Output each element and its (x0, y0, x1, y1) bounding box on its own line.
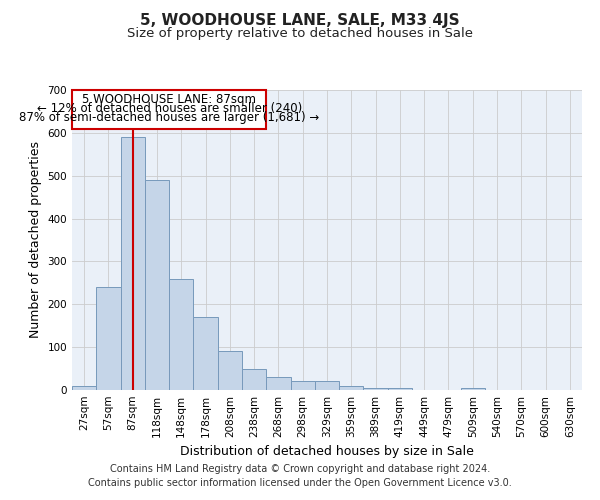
Bar (121, 137, 145, 390)
X-axis label: Distribution of detached houses by size in Sale: Distribution of detached houses by size … (180, 446, 474, 458)
Bar (242, 368, 266, 390)
Bar (145, 180, 169, 390)
Text: ← 12% of detached houses are smaller (240): ← 12% of detached houses are smaller (24… (37, 102, 302, 115)
Text: 87% of semi-detached houses are larger (1,681) →: 87% of semi-detached houses are larger (… (19, 110, 319, 124)
Bar (72, 386, 96, 390)
Bar (266, 377, 290, 390)
Text: 5, WOODHOUSE LANE, SALE, M33 4JS: 5, WOODHOUSE LANE, SALE, M33 4JS (140, 12, 460, 28)
Bar (96, 287, 121, 390)
Bar (461, 388, 485, 390)
Bar (218, 352, 242, 390)
Bar (290, 382, 315, 390)
Bar (72, 90, 266, 128)
Text: Contains HM Land Registry data © Crown copyright and database right 2024.
Contai: Contains HM Land Registry data © Crown c… (88, 464, 512, 487)
Bar (169, 278, 193, 390)
Bar (339, 386, 364, 390)
Bar (364, 388, 388, 390)
Bar (388, 388, 412, 390)
Bar (315, 382, 339, 390)
Y-axis label: Number of detached properties: Number of detached properties (29, 142, 42, 338)
Text: 5 WOODHOUSE LANE: 87sqm: 5 WOODHOUSE LANE: 87sqm (82, 94, 256, 106)
Text: Size of property relative to detached houses in Sale: Size of property relative to detached ho… (127, 28, 473, 40)
Bar (193, 317, 218, 390)
